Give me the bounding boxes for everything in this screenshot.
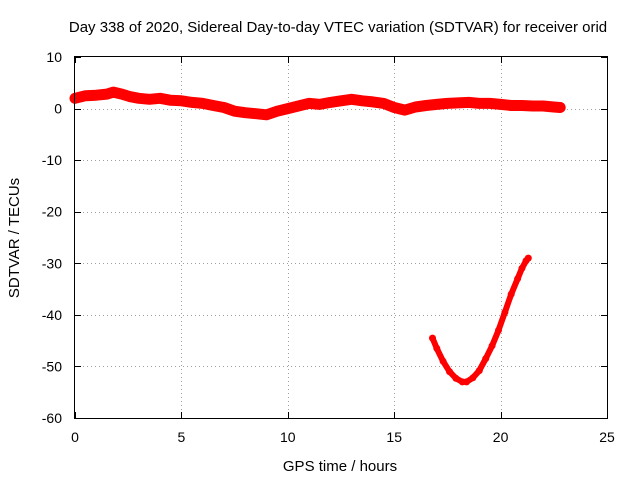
data-point [325,97,336,108]
data-point [439,357,447,365]
data-point [463,97,474,108]
x-tick-label: 25 [599,429,615,445]
data-point [108,87,119,98]
y-tick-label: -10 [42,152,62,168]
y-tick-label: -50 [42,358,62,374]
x-tick-label: 10 [280,429,296,445]
data-point [421,100,432,111]
y-tick-label: -20 [42,204,62,220]
data-point [165,95,176,106]
data-point [475,367,483,375]
data-point [346,94,357,105]
data-point [314,99,325,110]
data-point [524,254,532,262]
chart-title: Day 338 of 2020, Sidereal Day-to-day VTE… [69,19,607,36]
data-point [485,98,495,109]
data-point [514,275,522,283]
y-tick-label: -40 [42,307,62,323]
data-point [357,95,368,106]
data-point [442,98,453,109]
x-tick-label: 15 [386,429,402,445]
data-point [282,103,293,114]
data-point [488,342,496,350]
data-point [197,98,208,109]
data-point [527,101,538,111]
y-tick-label: 0 [54,101,62,117]
data-point [208,100,219,111]
data-point [555,102,566,113]
data-point [389,102,400,113]
y-tick-label: 10 [46,49,62,65]
data-point [429,334,436,342]
x-tick-label: 0 [71,429,79,445]
data-point [446,368,453,376]
series-dip-line [429,255,532,385]
data-point [155,93,166,104]
data-point [501,308,509,316]
x-tick-label: 5 [178,429,186,445]
data-point [261,109,272,120]
data-point [272,106,283,117]
y-axis-label: SDTVAR / TECUs [6,178,23,298]
data-point [453,97,463,108]
y-tick-labels: 10 0 -10 -20 -30 -40 -50 -60 [42,49,62,426]
x-tick-labels: 0 5 10 15 20 25 [71,429,615,445]
data-point [469,374,477,382]
data-point [495,99,506,110]
x-tick-label: 20 [493,429,509,445]
data-point [240,107,251,118]
plot-frame [74,56,608,419]
data-point [125,91,136,102]
data-point [431,99,442,110]
data-point [304,98,315,109]
data-point [474,98,485,109]
data-point [250,108,261,119]
data-point [367,96,378,107]
data-point [538,101,549,111]
x-axis-label: GPS time / hours [283,458,397,475]
data-point [452,374,460,382]
data-point [293,101,304,111]
data-point [506,100,517,111]
data-point [433,344,441,352]
data-point [482,355,490,363]
data-point [176,95,187,106]
data-point [516,100,527,111]
data-point [507,290,515,298]
data-point [378,98,389,109]
data-point [518,264,526,272]
grid-lines [75,57,607,418]
data-point [463,378,471,386]
data-point [91,90,102,101]
y-tick-label: -30 [42,255,62,271]
data-point [399,105,410,116]
data-point [336,95,346,106]
data-point [144,94,155,105]
data-point [187,97,197,108]
data-point [116,89,127,100]
data-point [219,102,229,113]
data-point [229,106,240,117]
data-point [80,90,91,101]
data-point [133,93,144,104]
data-point [410,102,421,112]
data-point [495,326,502,334]
y-tick-label: -60 [42,410,62,426]
data-series [69,86,566,386]
